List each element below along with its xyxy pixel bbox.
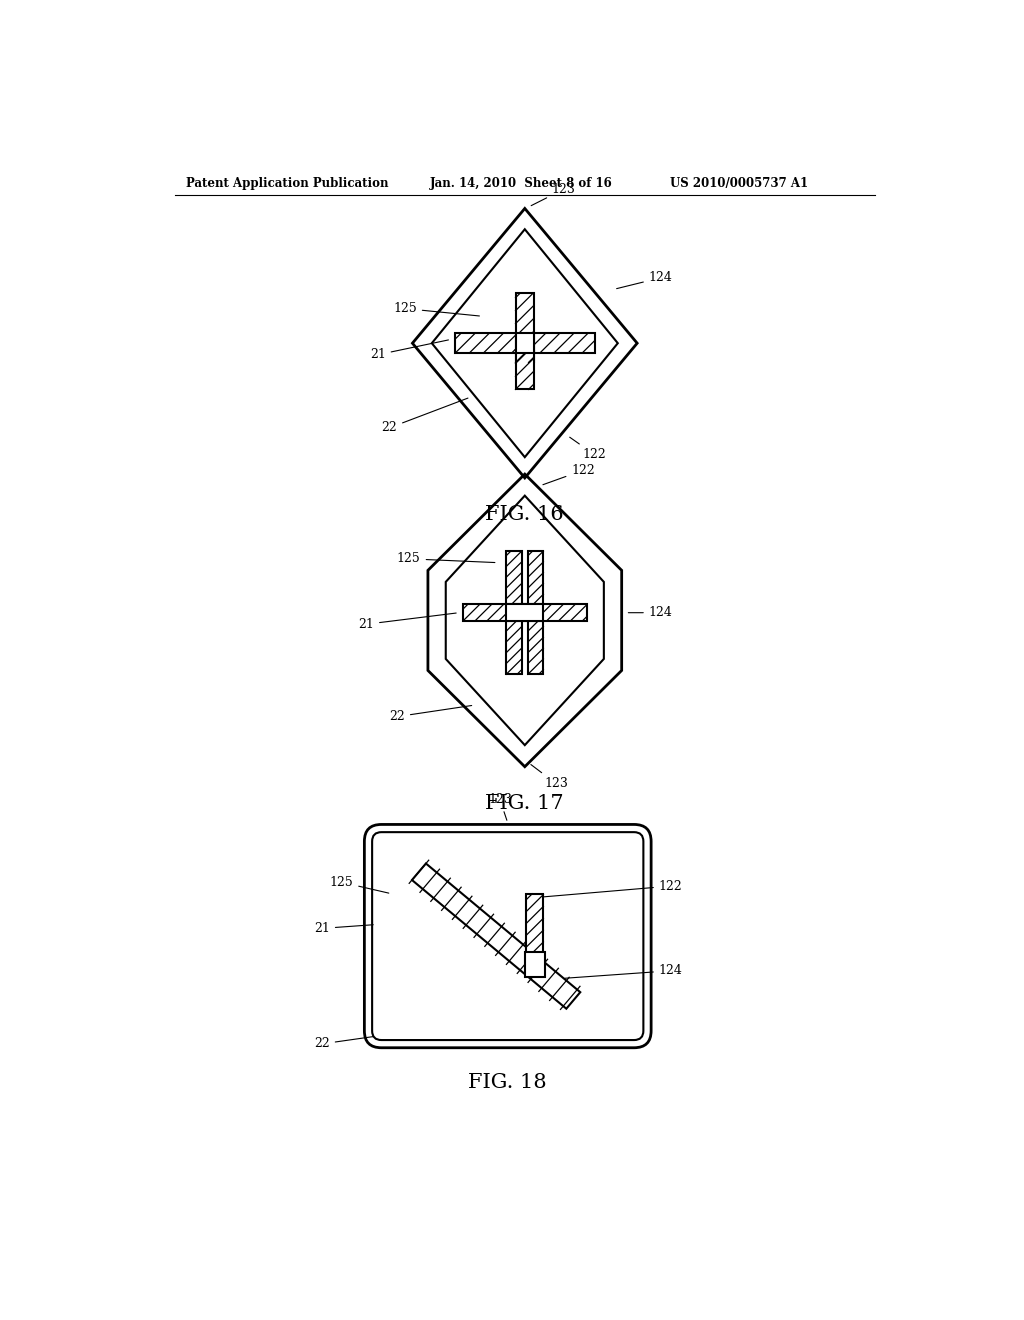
- Text: 123: 123: [488, 793, 512, 820]
- Text: 125: 125: [393, 302, 479, 315]
- Text: 123: 123: [531, 182, 575, 206]
- Text: FIG. 18: FIG. 18: [468, 1073, 547, 1092]
- Text: 122: 122: [538, 879, 683, 898]
- Text: FIG. 17: FIG. 17: [485, 795, 564, 813]
- Polygon shape: [515, 293, 535, 363]
- Polygon shape: [463, 605, 587, 622]
- Polygon shape: [506, 605, 544, 622]
- Text: 122: 122: [543, 463, 595, 484]
- Text: 122: 122: [569, 437, 606, 462]
- Text: 21: 21: [370, 341, 449, 362]
- Polygon shape: [506, 552, 521, 675]
- Text: FIG. 16: FIG. 16: [485, 506, 564, 524]
- Text: Jan. 14, 2010  Sheet 8 of 16: Jan. 14, 2010 Sheet 8 of 16: [430, 177, 613, 190]
- Text: 123: 123: [530, 764, 568, 791]
- Text: 21: 21: [314, 921, 373, 935]
- Polygon shape: [515, 333, 535, 354]
- Polygon shape: [515, 351, 535, 389]
- Text: 125: 125: [330, 875, 389, 894]
- Text: 125: 125: [397, 552, 495, 565]
- Polygon shape: [526, 894, 544, 970]
- Text: 22: 22: [314, 1036, 374, 1051]
- Polygon shape: [524, 952, 545, 977]
- Text: 22: 22: [381, 399, 468, 434]
- Text: 124: 124: [565, 964, 683, 978]
- Text: 21: 21: [358, 612, 456, 631]
- Polygon shape: [455, 333, 595, 354]
- Polygon shape: [412, 863, 581, 1008]
- Text: 124: 124: [629, 606, 673, 619]
- FancyBboxPatch shape: [365, 825, 651, 1048]
- Text: 22: 22: [389, 705, 472, 723]
- Text: Patent Application Publication: Patent Application Publication: [186, 177, 389, 190]
- Text: 124: 124: [616, 271, 673, 289]
- Polygon shape: [528, 552, 544, 675]
- Text: US 2010/0005737 A1: US 2010/0005737 A1: [671, 177, 809, 190]
